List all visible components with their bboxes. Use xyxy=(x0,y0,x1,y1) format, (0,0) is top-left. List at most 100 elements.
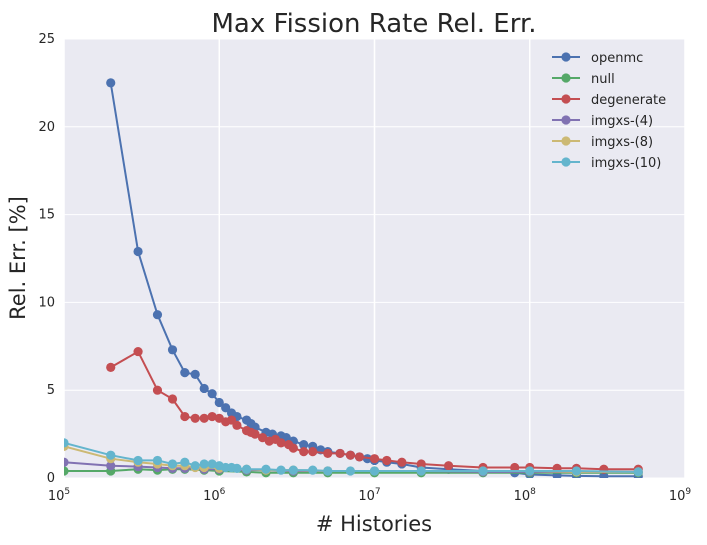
legend-item: imgxs-(10) xyxy=(552,156,661,171)
data-point xyxy=(190,461,200,471)
data-point xyxy=(133,246,143,257)
legend-item: imgxs-(8) xyxy=(552,135,653,150)
x-tick-exponent: 5 xyxy=(64,487,70,497)
data-point xyxy=(199,383,209,394)
data-point xyxy=(64,466,69,476)
x-tick-base: 10 xyxy=(669,489,686,504)
data-point xyxy=(288,443,298,453)
x-tick-exponent: 9 xyxy=(685,487,691,497)
data-point xyxy=(261,464,271,474)
x-tick-exponent: 6 xyxy=(220,487,226,497)
data-point xyxy=(106,450,116,460)
legend-item: null xyxy=(552,72,615,87)
data-point xyxy=(633,467,643,477)
data-point xyxy=(152,385,163,395)
x-tick-label: 106 xyxy=(203,487,226,504)
data-point xyxy=(106,461,116,471)
legend-label: imgxs-(4) xyxy=(591,114,653,129)
data-point xyxy=(478,466,488,476)
x-tick-base: 10 xyxy=(514,489,531,504)
data-point xyxy=(167,345,178,355)
data-point xyxy=(190,413,200,423)
x-tick-label: 105 xyxy=(48,487,70,504)
legend-marker xyxy=(561,52,571,62)
data-point xyxy=(369,466,380,476)
data-point xyxy=(106,362,116,372)
legend-item: imgxs-(4) xyxy=(552,114,653,129)
y-tick-label: 20 xyxy=(38,120,55,135)
data-point xyxy=(207,411,217,422)
data-point xyxy=(299,440,309,450)
data-point xyxy=(180,368,190,378)
x-tick-base: 10 xyxy=(358,489,375,504)
y-tick-label: 0 xyxy=(47,471,55,486)
legend-label: null xyxy=(591,72,615,87)
series-imgxs-(10) xyxy=(64,438,643,477)
chart-title: Max Fission Rate Rel. Err. xyxy=(211,9,536,39)
legend-label: imgxs-(10) xyxy=(591,156,661,171)
data-point xyxy=(369,454,380,464)
data-point xyxy=(571,466,582,476)
data-point xyxy=(167,459,178,469)
y-tick-label: 10 xyxy=(38,295,55,310)
x-tick-label: 109 xyxy=(669,487,692,504)
data-point xyxy=(232,463,242,473)
data-point xyxy=(510,462,520,473)
legend-label: degenerate xyxy=(591,93,666,108)
legend: openmc null degenerate imgxs-(4) imgxs-(8) im… xyxy=(552,51,666,171)
data-point xyxy=(276,438,286,448)
data-point xyxy=(308,465,318,475)
x-tick-base: 10 xyxy=(203,489,220,504)
y-tick-label: 5 xyxy=(47,383,55,398)
data-point xyxy=(64,457,69,467)
data-point xyxy=(416,459,426,469)
data-point xyxy=(232,420,242,430)
x-tick-label: 108 xyxy=(514,487,537,504)
data-point xyxy=(345,450,356,460)
data-point xyxy=(345,466,356,476)
data-point xyxy=(199,459,209,469)
data-point xyxy=(323,466,333,476)
legend-marker xyxy=(561,136,571,146)
data-point xyxy=(199,413,209,423)
data-point xyxy=(152,310,163,320)
data-point xyxy=(288,465,298,475)
x-tick-exponent: 8 xyxy=(530,487,536,497)
data-point xyxy=(299,447,309,457)
plot-series xyxy=(64,78,643,478)
data-point xyxy=(257,433,268,443)
data-point xyxy=(276,465,286,475)
x-tick-base: 10 xyxy=(48,489,65,504)
data-point xyxy=(190,369,200,379)
data-point xyxy=(133,455,143,466)
data-point xyxy=(167,394,178,404)
data-point xyxy=(354,452,365,462)
legend-marker xyxy=(561,94,571,104)
data-point xyxy=(443,461,454,471)
data-point xyxy=(323,448,333,459)
y-axis-label: Rel. Err. [%] xyxy=(6,196,30,320)
legend-label: openmc xyxy=(591,51,643,66)
data-point xyxy=(106,78,116,88)
y-tick-label: 25 xyxy=(38,32,55,47)
data-point xyxy=(207,459,217,469)
data-point xyxy=(525,466,535,476)
data-point xyxy=(152,455,163,466)
data-point xyxy=(416,466,426,476)
y-tick-label: 15 xyxy=(38,208,55,223)
data-point xyxy=(207,389,217,399)
data-point xyxy=(382,455,392,466)
x-tick-label: 107 xyxy=(358,487,380,504)
data-point xyxy=(64,438,69,448)
data-point xyxy=(221,403,231,413)
data-point xyxy=(308,447,318,457)
data-point xyxy=(180,457,190,467)
data-point xyxy=(180,411,190,422)
data-point xyxy=(335,448,345,459)
data-point xyxy=(250,429,260,439)
legend-marker xyxy=(561,157,571,167)
data-point xyxy=(397,457,407,467)
legend-item: openmc xyxy=(552,51,643,66)
legend-label: imgxs-(8) xyxy=(591,135,653,150)
